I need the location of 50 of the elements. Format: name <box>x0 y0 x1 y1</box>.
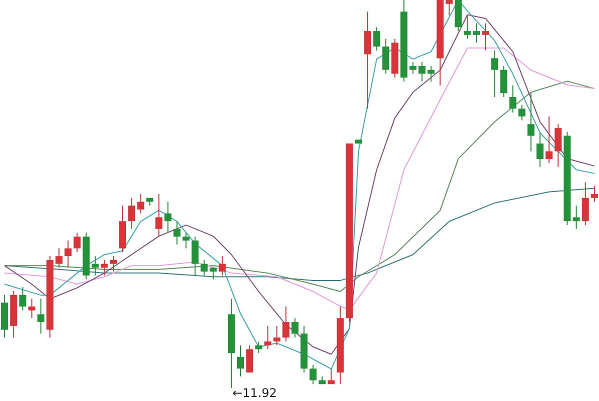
candlestick <box>518 104 526 121</box>
candlestick <box>19 286 26 311</box>
candlestick <box>164 201 172 234</box>
candlestick <box>328 368 335 385</box>
candlestick <box>491 50 498 98</box>
candlestick <box>237 344 244 377</box>
candlestick <box>246 344 254 373</box>
candlestick <box>310 364 317 385</box>
candlestick <box>210 267 217 280</box>
candlestick <box>264 325 272 350</box>
candlestick <box>536 131 544 168</box>
candlestick <box>546 116 553 164</box>
candlestick <box>509 84 516 114</box>
candlestick <box>37 298 44 334</box>
candlestick <box>273 325 280 346</box>
candlestick <box>500 65 508 98</box>
candlestick <box>282 306 290 342</box>
candlestick <box>446 0 453 16</box>
candlestick <box>428 65 435 82</box>
candlestick <box>291 318 298 338</box>
candlestick <box>137 194 144 214</box>
candlestick <box>590 186 598 202</box>
candlestick <box>527 92 534 152</box>
candlestick <box>182 232 190 249</box>
candlestick <box>409 62 416 74</box>
candlestick <box>128 197 136 230</box>
candlestick <box>418 62 426 82</box>
candlestick <box>155 194 162 238</box>
candlestick <box>255 340 262 354</box>
candlestick <box>482 22 490 51</box>
candlestick <box>572 205 580 230</box>
candlestick <box>192 236 199 276</box>
candlestick <box>382 38 390 74</box>
candlestick <box>554 124 562 168</box>
annotation: ←11.92 <box>232 386 277 400</box>
candlestick <box>582 182 589 226</box>
candlestick <box>92 256 99 276</box>
candlestick <box>55 248 62 268</box>
candlestick <box>74 232 81 253</box>
candlestick <box>110 256 117 272</box>
candlestick <box>218 256 226 276</box>
candlestick <box>173 220 180 245</box>
candlestick <box>364 11 372 110</box>
candlestick <box>200 259 208 276</box>
candlestick <box>64 240 72 268</box>
candlestick <box>472 22 480 44</box>
candlestick <box>464 15 471 40</box>
candlestick <box>28 298 36 319</box>
candlestick <box>100 259 108 276</box>
candlestick <box>373 26 380 51</box>
